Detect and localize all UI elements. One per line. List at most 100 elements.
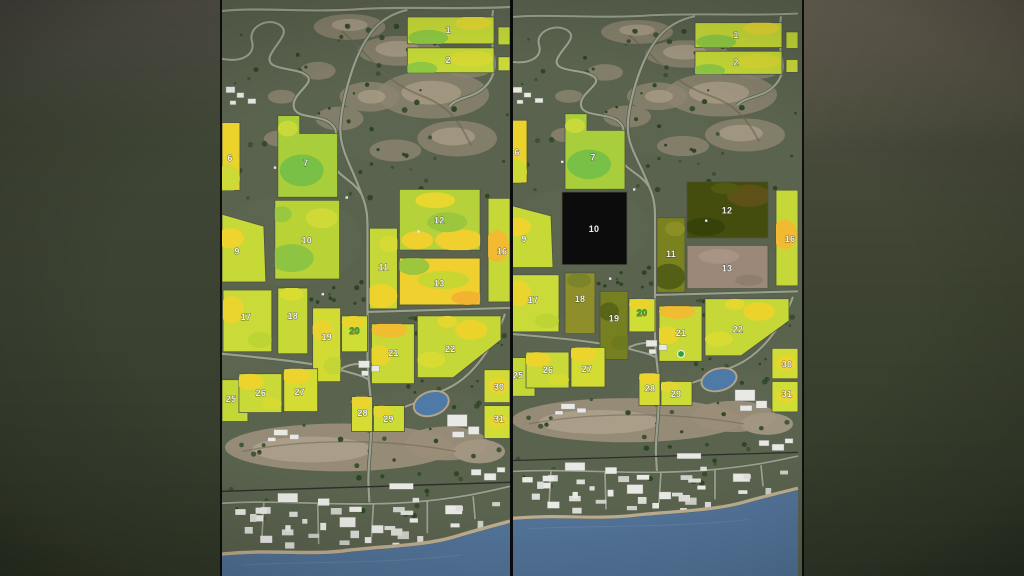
field-18 xyxy=(277,287,309,355)
field-13 xyxy=(686,244,769,289)
field-1 xyxy=(694,22,783,48)
field-label-6: 6 xyxy=(227,153,232,163)
blurred-road-streaks xyxy=(782,0,1024,130)
field-label-12: 12 xyxy=(434,216,444,226)
field-label-28: 28 xyxy=(357,408,367,418)
field-29 xyxy=(660,381,693,406)
field-label-29: 29 xyxy=(671,389,681,399)
field-11 xyxy=(656,217,686,293)
field-label-29: 29 xyxy=(383,414,393,424)
pond xyxy=(700,367,738,393)
building-layer xyxy=(225,86,506,549)
field-label-1: 1 xyxy=(733,30,738,40)
field-label-21: 21 xyxy=(388,348,398,358)
field-label-21: 21 xyxy=(676,328,686,338)
field-6 xyxy=(222,122,241,191)
field-label-13: 13 xyxy=(722,264,732,274)
field-label-20: 20 xyxy=(637,308,647,318)
field-label-22: 22 xyxy=(733,324,743,334)
field-label-25: 25 xyxy=(513,370,523,380)
field-label-22: 22 xyxy=(445,344,455,354)
field-label-11: 11 xyxy=(379,262,389,272)
field-edge-s1 xyxy=(497,26,510,46)
field-10 xyxy=(274,199,340,280)
field-layer xyxy=(222,16,510,439)
field-label-2: 2 xyxy=(446,55,451,65)
field-28 xyxy=(638,372,661,406)
field-10 xyxy=(561,191,628,266)
sea-water-layer xyxy=(222,519,510,576)
field-label-16: 16 xyxy=(497,246,507,256)
field-label-27: 27 xyxy=(582,364,592,374)
field-label-7: 7 xyxy=(303,158,308,168)
field-label-18: 18 xyxy=(288,311,298,321)
field-9 xyxy=(513,205,554,268)
blurred-game-background-right xyxy=(782,0,1024,576)
field-29 xyxy=(373,405,405,432)
field-31 xyxy=(483,405,510,439)
field-13 xyxy=(398,257,481,306)
field-label-27: 27 xyxy=(295,387,305,397)
blurred-game-background-left xyxy=(0,0,242,576)
field-19 xyxy=(599,290,629,360)
field-label-18: 18 xyxy=(575,294,585,304)
map-content-layer xyxy=(222,0,510,576)
field-label-30: 30 xyxy=(782,359,792,369)
field-26 xyxy=(525,351,570,389)
field-12 xyxy=(686,181,769,239)
field-label-11: 11 xyxy=(666,249,676,259)
field-label-12: 12 xyxy=(722,206,732,216)
field-label-16: 16 xyxy=(785,234,795,244)
field-27 xyxy=(570,347,606,388)
field-label-28: 28 xyxy=(645,383,655,393)
map-content-layer xyxy=(513,0,802,576)
field-label-9: 9 xyxy=(234,246,239,256)
field-1 xyxy=(406,16,495,45)
field-label-17: 17 xyxy=(528,295,538,305)
field-6 xyxy=(513,119,528,184)
field-label-31: 31 xyxy=(782,389,792,399)
field-2 xyxy=(694,50,783,75)
field-label-30: 30 xyxy=(494,382,504,392)
field-layer xyxy=(513,22,799,413)
pond xyxy=(412,389,450,418)
field-31 xyxy=(771,381,799,413)
field-label-10: 10 xyxy=(302,236,312,246)
road-network-layer xyxy=(222,5,510,545)
field-16 xyxy=(487,197,510,303)
sea-water-layer xyxy=(513,486,799,576)
field-label-26: 26 xyxy=(256,388,266,398)
field-16 xyxy=(775,189,799,287)
field-28 xyxy=(351,396,373,432)
field-7 xyxy=(277,115,338,198)
field-label-10: 10 xyxy=(589,224,599,234)
map-panel-left: 1 2 6 7 9 10 11 12 13 16 17 18 19 20 21 22 25 26 27 28 29 30 3… xyxy=(222,0,510,576)
field-edge-s1 xyxy=(785,31,799,49)
field-label-19: 19 xyxy=(609,313,619,323)
field-17 xyxy=(222,289,273,353)
field-12 xyxy=(398,188,481,251)
field-label-26: 26 xyxy=(543,365,553,375)
building-layer xyxy=(513,86,794,514)
field-edge-s2 xyxy=(497,56,510,72)
map-panel-right: 1 2 6 7 9 10 11 12 13 16 17 18 19 20 21 22 25 26 27 28 29 30 3… xyxy=(513,0,802,576)
field-label-7: 7 xyxy=(590,152,595,162)
poi-marker-icon xyxy=(677,349,685,358)
field-26 xyxy=(238,373,283,413)
field-label-13: 13 xyxy=(434,278,444,288)
field-label-9: 9 xyxy=(521,234,526,244)
field-20 xyxy=(628,298,656,333)
field-label-6: 6 xyxy=(514,148,519,158)
field-label-31: 31 xyxy=(494,414,504,424)
field-label-19: 19 xyxy=(321,332,331,342)
field-label-25: 25 xyxy=(226,394,236,404)
field-17 xyxy=(513,274,560,333)
field-label-20: 20 xyxy=(349,326,359,336)
field-7 xyxy=(564,113,626,190)
field-20 xyxy=(341,315,368,353)
field-label-2: 2 xyxy=(733,58,738,68)
field-9 xyxy=(222,213,267,283)
